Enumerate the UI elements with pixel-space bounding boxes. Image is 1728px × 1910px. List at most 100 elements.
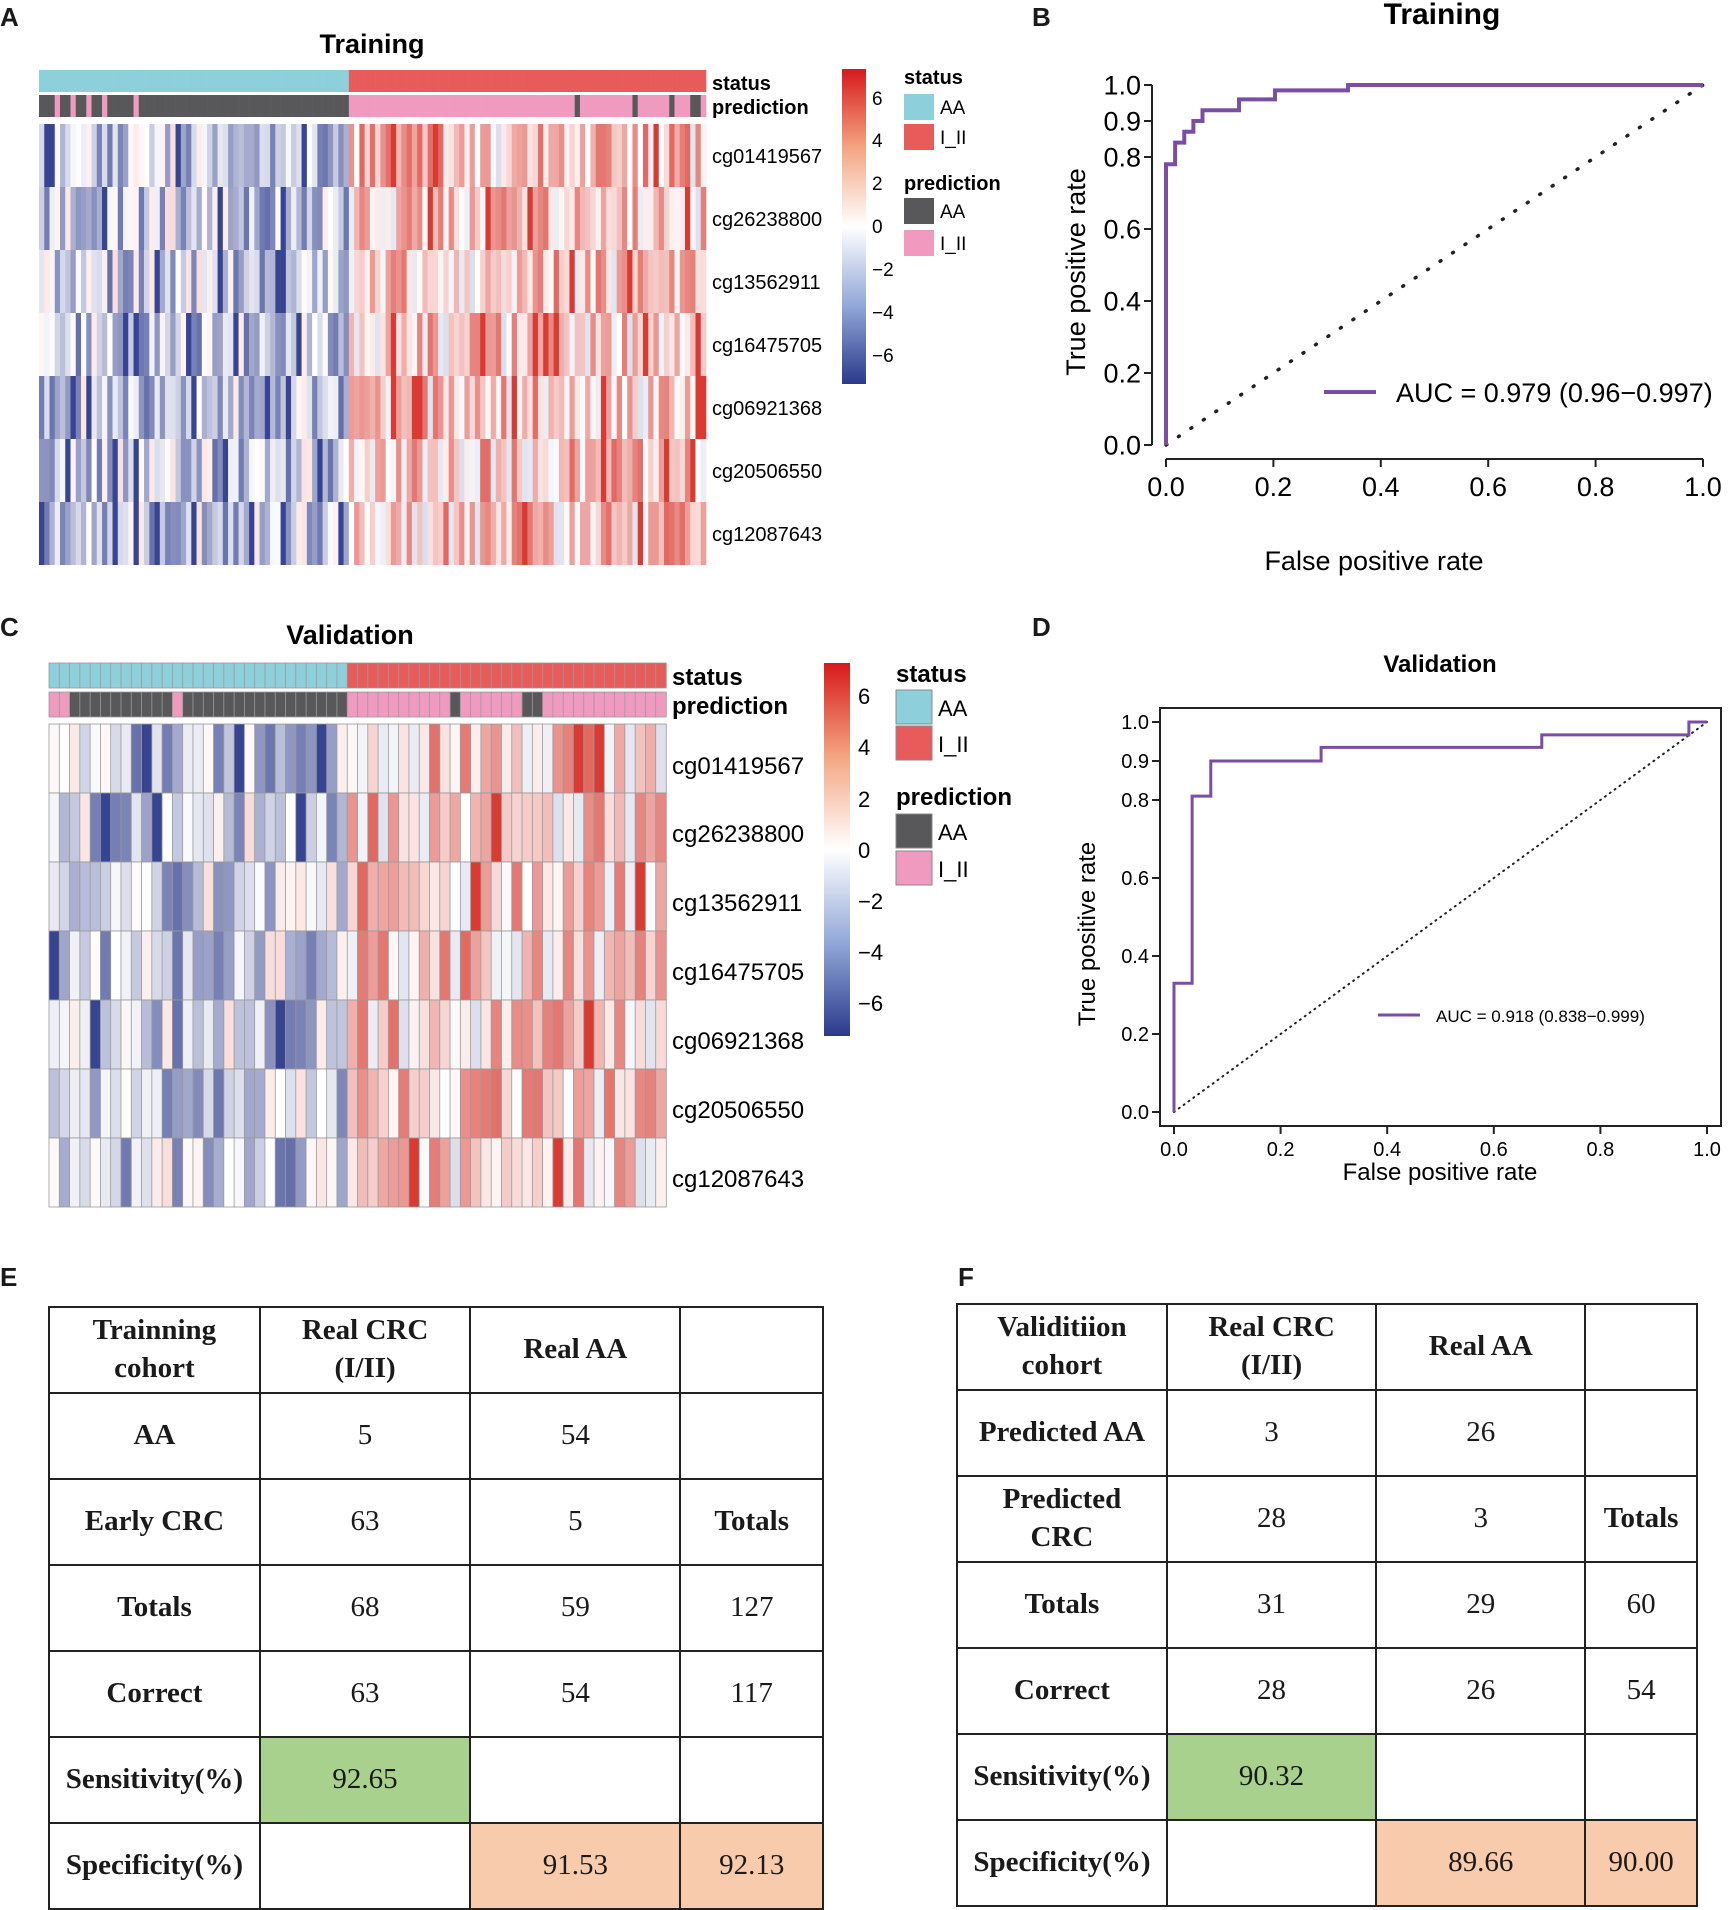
heatmap-cell — [317, 502, 323, 565]
heatmap-cell — [312, 187, 318, 250]
heatmap-cell — [595, 376, 602, 439]
heatmap-cell — [480, 861, 492, 932]
heatmap-cell — [663, 313, 670, 376]
validation-roc-lines — [1172, 720, 1708, 1113]
heatmap-cell — [380, 187, 386, 250]
heatmap-cell — [170, 124, 176, 187]
heatmap-cell — [459, 930, 472, 1001]
heatmap-cell — [96, 124, 103, 187]
prediction-cell — [616, 95, 623, 117]
y-tick-label: 0.4 — [1103, 287, 1141, 317]
heatmap-cell — [521, 723, 534, 794]
heatmap-cell — [700, 124, 707, 187]
heatmap-cell — [228, 250, 234, 313]
heatmap-cell — [238, 439, 245, 502]
prediction-cell — [359, 95, 365, 117]
heatmap-cell — [306, 124, 313, 187]
heatmap-cell — [624, 930, 636, 1001]
heatmap-cell — [165, 313, 171, 376]
heatmap-cell — [338, 124, 344, 187]
heatmap-cell — [54, 502, 61, 565]
heatmap-cell — [285, 376, 292, 439]
heatmap-cell — [558, 250, 565, 313]
prediction-cell — [238, 95, 245, 117]
status-cell — [259, 70, 266, 92]
prediction-cell — [543, 95, 549, 117]
heatmap-cell — [375, 250, 381, 313]
heatmap-cell — [501, 930, 513, 1001]
table-row-header: AA — [48, 1392, 261, 1480]
heatmap-cell — [65, 439, 71, 502]
heatmap-cell — [480, 124, 486, 187]
prediction-cell — [49, 95, 56, 117]
heatmap-cell — [448, 250, 455, 313]
heatmap-cell — [264, 439, 271, 502]
heatmap-cell — [464, 124, 470, 187]
heatmap-cell — [89, 861, 102, 932]
heatmap-cell — [380, 250, 386, 313]
heatmap-cell — [175, 439, 182, 502]
heatmap-cell — [274, 930, 287, 1001]
heatmap-cell — [128, 376, 134, 439]
prediction-cell — [490, 691, 503, 718]
heatmap-cell — [65, 376, 71, 439]
heatmap-cell — [495, 376, 502, 439]
heatmap-cell — [606, 187, 612, 250]
heatmap-cell — [275, 124, 281, 187]
heatmap-cell — [624, 792, 636, 863]
heatmap-cell — [359, 313, 365, 376]
heatmap-cell — [558, 313, 565, 376]
heatmap-cell — [243, 502, 250, 565]
heatmap-cell — [243, 1137, 256, 1208]
prediction-cell — [296, 95, 302, 117]
heatmap-cell — [501, 792, 513, 863]
status-cell — [285, 70, 292, 92]
status-cell — [438, 70, 444, 92]
table-cell: 3 — [1165, 1389, 1378, 1477]
heatmap-cell — [110, 861, 122, 932]
heatmap-cell — [315, 930, 328, 1001]
legend-aa-label: AA — [938, 696, 968, 721]
heatmap-cell — [506, 439, 512, 502]
heatmap-cell — [485, 439, 491, 502]
heatmap-cell — [469, 250, 476, 313]
heatmap-cell — [96, 250, 103, 313]
heatmap-cell — [573, 861, 585, 932]
heatmap-cell — [532, 439, 539, 502]
heatmap-cell — [333, 250, 339, 313]
heatmap-cell — [593, 1068, 605, 1139]
heatmap-cell — [213, 1068, 225, 1139]
heatmap-cell — [642, 313, 649, 376]
table-cell — [1584, 1303, 1698, 1391]
status-cell — [254, 70, 260, 92]
heatmap-cell — [130, 1137, 143, 1208]
status-cell — [149, 70, 155, 92]
heatmap-cell — [474, 502, 481, 565]
heatmap-cell — [357, 861, 369, 932]
heatmap-cell — [438, 502, 444, 565]
status-cell — [459, 662, 472, 689]
heatmap-cell — [223, 723, 235, 794]
heatmap-cell — [315, 1137, 328, 1208]
heatmap-cell — [238, 187, 245, 250]
heatmap-cell — [359, 376, 365, 439]
heatmap-cell — [58, 792, 71, 863]
y-tick-label: 0.4 — [1121, 946, 1149, 968]
heatmap-cell — [295, 930, 307, 1001]
heatmap-cell — [480, 999, 492, 1070]
heatmap-cell — [562, 1137, 575, 1208]
heatmap-cell — [75, 376, 82, 439]
heatmap-cell — [418, 1137, 431, 1208]
heatmap-cell — [275, 187, 281, 250]
scale-tick: 0 — [872, 217, 883, 238]
status-cell — [301, 70, 308, 92]
prediction-cell — [243, 691, 256, 718]
heatmap-cell — [264, 1068, 276, 1139]
training-heatmap-title: Training — [319, 29, 424, 59]
heatmap-cell — [275, 376, 281, 439]
table-row-header: Early CRC — [48, 1478, 261, 1566]
heatmap-cell — [285, 439, 292, 502]
status-cell — [49, 70, 56, 92]
prediction-cell — [222, 95, 229, 117]
heatmap-cell — [264, 376, 271, 439]
